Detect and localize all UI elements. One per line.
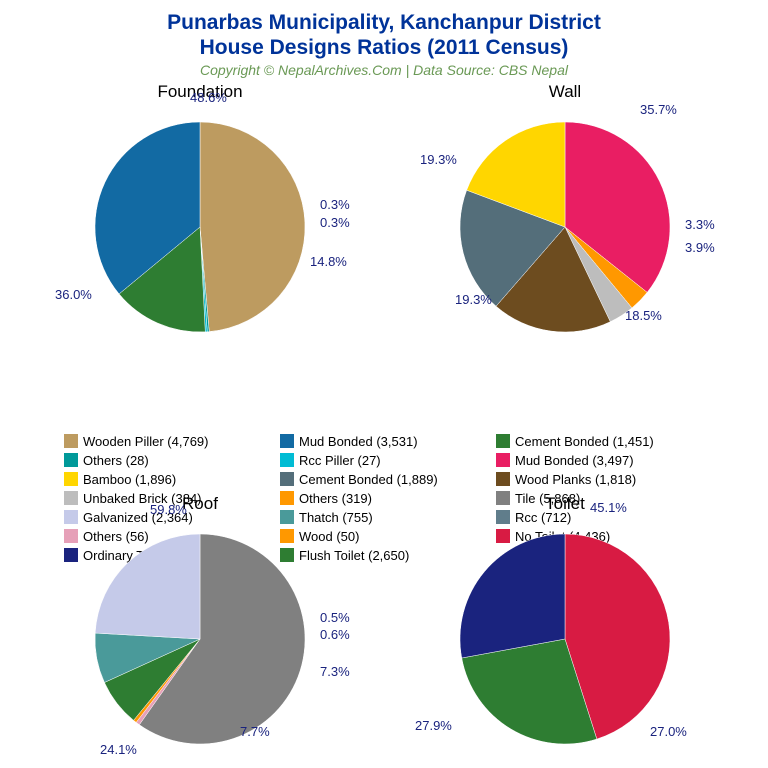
title-line-2: House Designs Ratios (2011 Census) (0, 35, 768, 60)
subtitle: Copyright © NepalArchives.Com | Data Sou… (0, 62, 768, 78)
legend-item-4: Rcc Piller (27) (280, 451, 488, 469)
legend-text: Rcc Piller (27) (299, 453, 381, 468)
toilet-label-1: 27.0% (650, 724, 687, 739)
title-block: Punarbas Municipality, Kanchanpur Distri… (0, 0, 768, 82)
legend-swatch (64, 453, 78, 467)
legend-item-5: Mud Bonded (3,497) (496, 451, 704, 469)
legend-text: Bamboo (1,896) (83, 472, 176, 487)
roof-slice-5 (95, 534, 200, 639)
title-line-1: Punarbas Municipality, Kanchanpur Distri… (0, 10, 768, 35)
legend-text: Cement Bonded (1,451) (515, 434, 654, 449)
legend-item-7: Cement Bonded (1,889) (280, 470, 488, 488)
toilet-slice-2 (460, 534, 565, 658)
legend-swatch (280, 453, 294, 467)
legend-swatch (64, 434, 78, 448)
legend-swatch (496, 472, 510, 486)
roof-label-2: 0.5% (320, 610, 350, 625)
foundation-label-3: 14.8% (310, 254, 347, 269)
legend-swatch (496, 453, 510, 467)
roof-pie (60, 514, 340, 754)
legend-text: Others (28) (83, 453, 149, 468)
foundation-pie (60, 102, 340, 342)
wall-chart: Wall (425, 82, 705, 347)
legend-swatch (280, 472, 294, 486)
legend-swatch (280, 434, 294, 448)
roof-label-1: 0.6% (320, 627, 350, 642)
toilet-title: Toilet (425, 494, 705, 514)
roof-label-5: 24.1% (100, 742, 137, 757)
legend-swatch (496, 434, 510, 448)
roof-label-3: 7.3% (320, 664, 350, 679)
legend-item-3: Others (28) (64, 451, 272, 469)
wall-label-5: 19.3% (420, 152, 457, 167)
legend-item-1: Mud Bonded (3,531) (280, 432, 488, 450)
toilet-chart: Toilet (425, 494, 705, 759)
wall-label-4: 19.3% (455, 292, 492, 307)
foundation-label-1: 0.3% (320, 197, 350, 212)
foundation-label-4: 36.0% (55, 287, 92, 302)
wall-label-3: 18.5% (625, 308, 662, 323)
toilet-pie (425, 514, 705, 754)
wall-label-2: 3.9% (685, 240, 715, 255)
roof-title: Roof (60, 494, 340, 514)
roof-label-4: 7.7% (240, 724, 270, 739)
legend-text: Mud Bonded (3,531) (299, 434, 418, 449)
foundation-chart: Foundation (60, 82, 340, 347)
wall-title: Wall (425, 82, 705, 102)
foundation-slice-0 (200, 122, 305, 332)
roof-chart: Roof (60, 494, 340, 759)
legend-item-8: Wood Planks (1,818) (496, 470, 704, 488)
legend-item-2: Cement Bonded (1,451) (496, 432, 704, 450)
legend-text: Wood Planks (1,818) (515, 472, 636, 487)
legend-text: Wooden Piller (4,769) (83, 434, 209, 449)
roof-label-0: 59.8% (150, 502, 187, 517)
foundation-label-2: 0.3% (320, 215, 350, 230)
legend-text: Cement Bonded (1,889) (299, 472, 438, 487)
legend-item-0: Wooden Piller (4,769) (64, 432, 272, 450)
legend-swatch (64, 472, 78, 486)
foundation-label-0: 48.6% (190, 90, 227, 105)
wall-label-0: 35.7% (640, 102, 677, 117)
legend-text: Mud Bonded (3,497) (515, 453, 634, 468)
charts-container: Wooden Piller (4,769) Mud Bonded (3,531) C… (0, 82, 768, 762)
wall-label-1: 3.3% (685, 217, 715, 232)
toilet-label-0: 45.1% (590, 500, 627, 515)
toilet-label-2: 27.9% (415, 718, 452, 733)
legend-item-6: Bamboo (1,896) (64, 470, 272, 488)
